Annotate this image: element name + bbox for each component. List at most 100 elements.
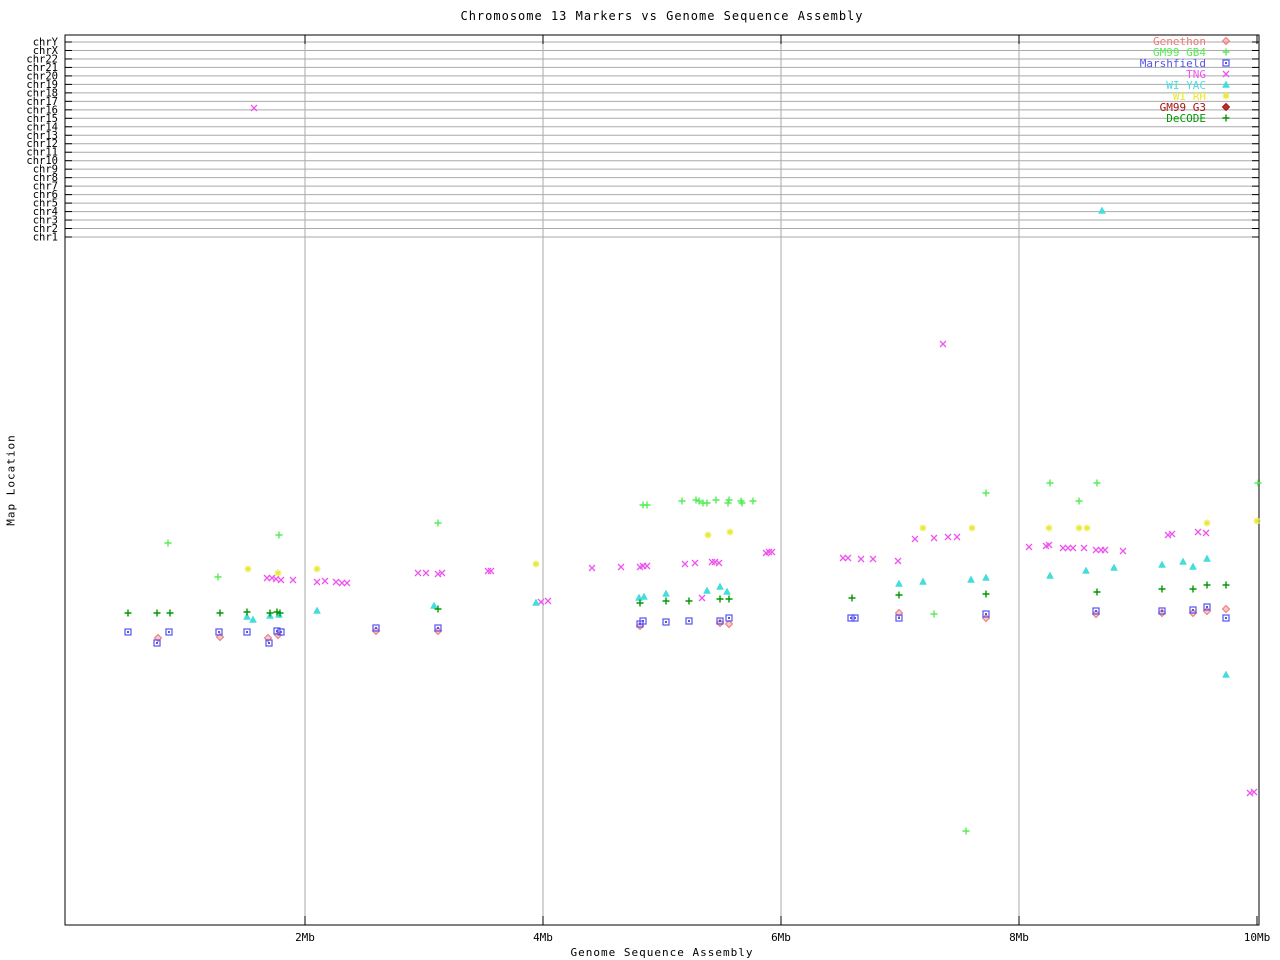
marker-cross [588,564,596,572]
marker-star [1083,524,1091,532]
marker-triangle [1098,206,1106,214]
marker-square [165,628,173,636]
legend-label: Genethon [1153,35,1206,48]
legend-label: WI RH [1173,90,1206,103]
marker-triangle [723,587,731,595]
chromosome-label: chr1 [33,232,58,244]
marker-triangle [967,575,975,583]
marker-cross [698,594,706,602]
marker-star [1045,524,1053,532]
marker-square [1158,607,1166,615]
marker-triangle [662,589,670,597]
marker-cross [643,562,651,570]
marker-square [243,628,251,636]
marker-square [265,639,273,647]
marker-cross [1101,546,1109,554]
marker-plus [1203,581,1211,589]
marker-cross [617,563,625,571]
chromosome-label: chr15 [26,113,58,125]
marker-plus [266,609,274,617]
marker-triangle [919,577,927,585]
marker-plus [153,609,161,617]
marker-cross [869,555,877,563]
marker-square-dot [127,631,129,633]
marker-cross [894,557,902,565]
marker-diamond [1157,608,1167,618]
marker-triangle [1158,560,1166,568]
marker-star [726,528,734,536]
marker-star [968,524,976,532]
marker-triangle [1222,670,1230,678]
marker-diamond [1221,36,1231,46]
chromosome-label: chr4 [33,206,58,218]
marker-plus [1046,479,1054,487]
x-tick-label: 10Mb [1244,931,1271,944]
marker-diamond [724,619,734,629]
marker-triangle [1222,80,1230,88]
x-axis-label: Genome Sequence Assembly [570,946,754,959]
chromosome-label: chr5 [33,198,58,210]
marker-star [1253,517,1261,525]
marker-plus [1254,479,1262,487]
plot-border [64,34,1260,926]
marker-square [725,614,733,622]
chromosome-label: chr8 [33,172,58,184]
marker-plus [164,539,172,547]
marker-cross [321,577,329,585]
marker-square [716,617,724,625]
chromosome-label: chr10 [26,155,58,167]
marker-square [372,624,380,632]
marker-plus [685,597,693,605]
marker-cross [1025,543,1033,551]
marker-cross [277,576,285,584]
marker-cross [487,567,495,575]
marker-plus [895,591,903,599]
marker-cross [715,559,723,567]
chart-title: Chromosome 13 Markers vs Genome Sequence… [460,9,864,23]
marker-square [982,610,990,618]
marker-square-dot [854,617,856,619]
marker-cross [708,558,716,566]
marker-plus [738,499,746,507]
chromosome-label: chr6 [33,189,58,201]
marker-cross [939,340,947,348]
marker-cross [844,554,852,562]
marker-plus [725,496,733,504]
marker-triangle [1203,554,1211,562]
marker-plus [1093,588,1101,596]
marker-square-dot [728,617,730,619]
marker-triangle [640,592,648,600]
marker-cross [953,533,961,541]
marker-plus [1222,114,1230,122]
chromosome-label: chr18 [26,87,58,99]
marker-square [124,628,132,636]
chromosome-label: chr19 [26,79,58,91]
marker-square [685,617,693,625]
marker-cross [250,104,258,112]
marker-cross [263,574,271,582]
marker-square [215,628,223,636]
marker-plus [962,827,970,835]
marker-cross [1080,544,1088,552]
marker-square-dot [280,631,282,633]
marker-triangle [1046,571,1054,579]
marker-square [153,639,161,647]
x-tick-label: 8Mb [1009,931,1029,944]
marker-cross [944,533,952,541]
marker-square-dot [898,617,900,619]
marker-triangle [532,598,540,606]
chromosome-label: chr13 [26,130,58,142]
marker-plus [716,595,724,603]
marker-triangle [716,582,724,590]
marker-plus [1189,585,1197,593]
marker-cross [537,598,545,606]
marker-plus [216,609,224,617]
marker-cross [691,559,699,567]
marker-plus [848,594,856,602]
marker-plus [643,501,651,509]
x-tick-label: 2Mb [295,931,315,944]
marker-cross [1119,547,1127,555]
marker-square-dot [985,613,987,615]
